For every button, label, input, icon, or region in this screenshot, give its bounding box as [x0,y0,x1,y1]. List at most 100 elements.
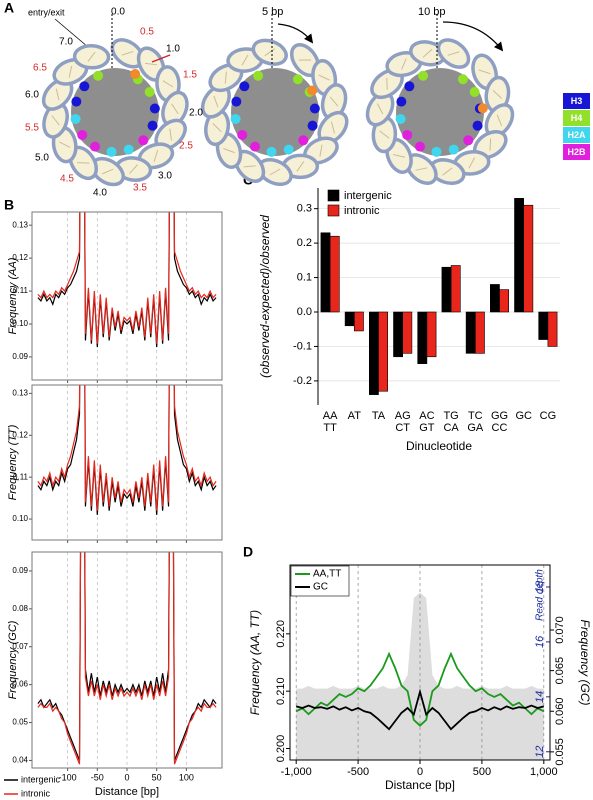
bar [320,232,331,313]
y-tick-label: 0.1 [297,271,312,283]
y-tick-label: -0.2 [293,375,312,387]
y-tick-label: 0.12 [12,253,28,262]
position-label: 3.0 [158,171,172,182]
legend-label: H4 [571,113,583,123]
histone-dot [402,129,413,140]
dna-stripe [171,103,179,115]
legend-box [290,565,350,597]
position-label: 1.0 [166,44,180,55]
bar [499,289,509,313]
bar [441,266,452,313]
position-label: 5.0 [35,153,49,164]
dna-stripe [319,144,323,157]
dna-stripe [68,65,73,78]
position-label: 6.5 [33,63,47,74]
legend-swatch [563,93,590,109]
y-tick-label: 0.09 [12,352,28,361]
position-label: 0.0 [111,7,125,18]
histone-dot [266,146,277,157]
legend-label: intergenic [344,190,392,202]
x-tick-label: -50 [91,772,104,782]
y-tick-label: 0.09 [12,566,28,575]
x-tick-label: GA [467,422,484,434]
y-tick-label: 0.05 [12,718,28,727]
bar [547,311,558,347]
bar [329,235,340,313]
bar [450,265,461,313]
position-label: 1.5 [183,70,197,81]
bar [402,311,413,354]
series-line [37,385,217,511]
x-tick-label: CT [395,422,410,434]
x-tick-label: TA [372,410,386,422]
x-axis-title: Dinucleotide [406,439,472,453]
y-tick-label: 0.11 [13,286,29,295]
dna-stripe [145,62,158,66]
position-label: 4.0 [93,188,107,199]
x-tick-label: AC [419,410,434,422]
legend-label: intronic [21,788,51,798]
dna-stripe [376,103,384,115]
y-axis-title: Frequency (AA) [7,257,19,334]
histone-dot [283,144,294,155]
position-label: 2.0 [189,108,203,119]
dna-stripe [129,164,138,174]
plot-frame [289,564,551,761]
bar [514,198,525,313]
x-tick-label: TG [443,410,458,422]
x-axis-title: Distance [bp] [95,786,159,798]
entry-exit-label: entry/exit [28,7,65,17]
position-label: 6.0 [25,90,39,101]
depth-tick-label: 14 [534,691,546,703]
shift-label: 5 bp [262,6,283,18]
y-tick-label: 0.13 [12,388,28,397]
dna-stripe [264,48,275,57]
dna-stripe [447,51,460,56]
read-depth-area [296,592,544,760]
y2-tick-label: 0.070 [554,616,566,644]
x-tick-label: GG [491,410,508,422]
dna-stripe [478,69,491,75]
x-tick-label: AG [395,410,411,422]
histone-dot [431,146,442,157]
histone-dot [463,135,474,146]
bar [523,204,534,313]
dna-stripe [492,90,503,99]
histone-dot [106,146,117,157]
bar [393,311,403,358]
histone-dot [138,135,149,146]
y2-tick-label: 0.060 [554,697,566,725]
histone-dot [147,120,158,131]
x-tick-label: 1,000 [530,766,558,778]
y-tick-label: 0.13 [12,220,28,229]
series-line [37,212,217,344]
y-tick-label: 0.12 [12,430,28,439]
dna-stripe [241,54,249,66]
series-line [37,552,217,765]
legend-label: AA,TT [313,569,341,580]
x-tick-label: CC [492,422,508,434]
y-axis-title: (observed-expected)/observed [258,215,272,378]
dna-stripe [213,95,219,108]
histone-dot [250,141,260,152]
position-label: 0.5 [140,27,154,38]
nucleosome [41,12,189,187]
panel-label: B [4,197,14,213]
histone-dot [237,129,248,140]
y-tick-label: 0.210 [275,677,287,705]
series-line [295,688,545,731]
y-tick-label: 0.3 [297,203,312,215]
histone-dot [230,113,241,124]
position-label: 5.5 [25,123,39,134]
y-axis-title: Frequency (TT) [7,424,19,500]
histone-dot [123,144,134,155]
series-line [37,212,217,348]
legend-label: H3 [571,96,583,106]
dna-stripe [169,128,172,141]
x-tick-label: -1,000 [281,766,312,778]
histone-dot [309,103,320,114]
histone-dot [79,81,90,92]
depth-axis-title: Read depth [535,569,546,621]
dna-stripe [415,167,428,171]
x-tick-label: 500 [473,766,491,778]
